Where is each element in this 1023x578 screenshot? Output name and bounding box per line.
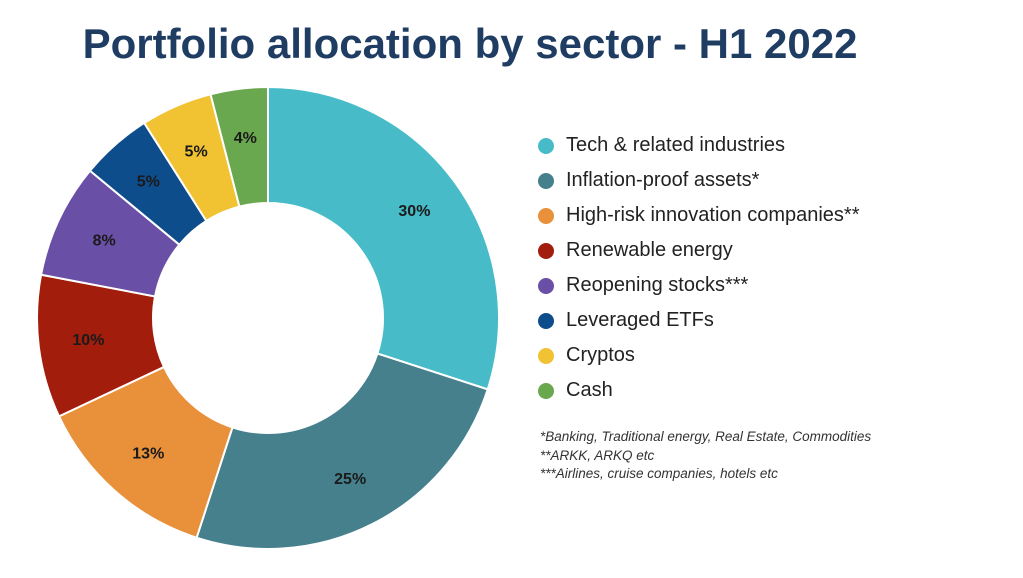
legend-item-7: Cryptos <box>538 338 859 373</box>
legend-item-1: Tech & related industries <box>538 128 859 163</box>
footnote-2: **ARKK, ARKQ etc <box>540 447 655 463</box>
legend-label-2: Inflation-proof assets* <box>566 169 760 191</box>
footnote-3: ***Airlines, cruise companies, hotels et… <box>540 466 778 481</box>
slice-label-1: 30% <box>398 203 430 220</box>
legend-swatch-8 <box>538 382 554 399</box>
donut-slice-8 <box>209 85 269 208</box>
donut-slice-2 <box>195 352 489 550</box>
legend-item-4: Renewable energy <box>538 233 859 268</box>
donut-chart: 30% 25% 13% 10% 8% 5% 5% 4% <box>36 85 500 550</box>
legend-label-5: Reopening stocks*** <box>566 274 749 296</box>
slice-label-2: 25% <box>334 471 366 488</box>
legend-item-3: High-risk innovation companies** <box>538 198 859 233</box>
slice-label-3: 13% <box>132 445 164 462</box>
legend-swatch-4 <box>538 242 554 259</box>
slice-label-5: 8% <box>93 232 116 249</box>
legend-label-4: Renewable energy <box>566 239 733 261</box>
slice-label-8: 4% <box>234 130 257 147</box>
slice-label-6: 5% <box>137 174 160 191</box>
legend-label-7: Cryptos <box>566 344 635 366</box>
legend-label-6: Leveraged ETFs <box>566 309 714 331</box>
footnote-1: *Banking, Traditional energy, Real Estat… <box>540 429 872 444</box>
slice-label-4: 10% <box>72 332 104 349</box>
legend-item-8: Cash <box>538 373 859 408</box>
legend-label-8: Cash <box>566 379 613 401</box>
legend-swatch-3 <box>538 207 554 224</box>
legend-label-3: High-risk innovation companies** <box>566 204 860 226</box>
legend-item-2: Inflation-proof assets* <box>538 163 859 198</box>
legend-swatch-7 <box>538 347 554 364</box>
legend-swatch-2 <box>538 172 554 189</box>
legend-swatch-5 <box>538 277 554 294</box>
legend-item-5: Reopening stocks*** <box>538 268 859 303</box>
chart-title: Portfolio allocation by sector - H1 2022 <box>82 20 858 67</box>
legend-item-6: Leveraged ETFs <box>538 303 859 338</box>
legend: Tech & related industries Inflation-proof… <box>538 128 859 408</box>
slice-label-7: 5% <box>185 143 208 160</box>
legend-swatch-1 <box>538 137 554 154</box>
legend-swatch-6 <box>538 312 554 329</box>
legend-label-1: Tech & related industries <box>566 134 786 156</box>
donut-slice-1 <box>267 85 500 391</box>
footnotes: *Banking, Traditional energy, Real Estat… <box>540 428 871 484</box>
